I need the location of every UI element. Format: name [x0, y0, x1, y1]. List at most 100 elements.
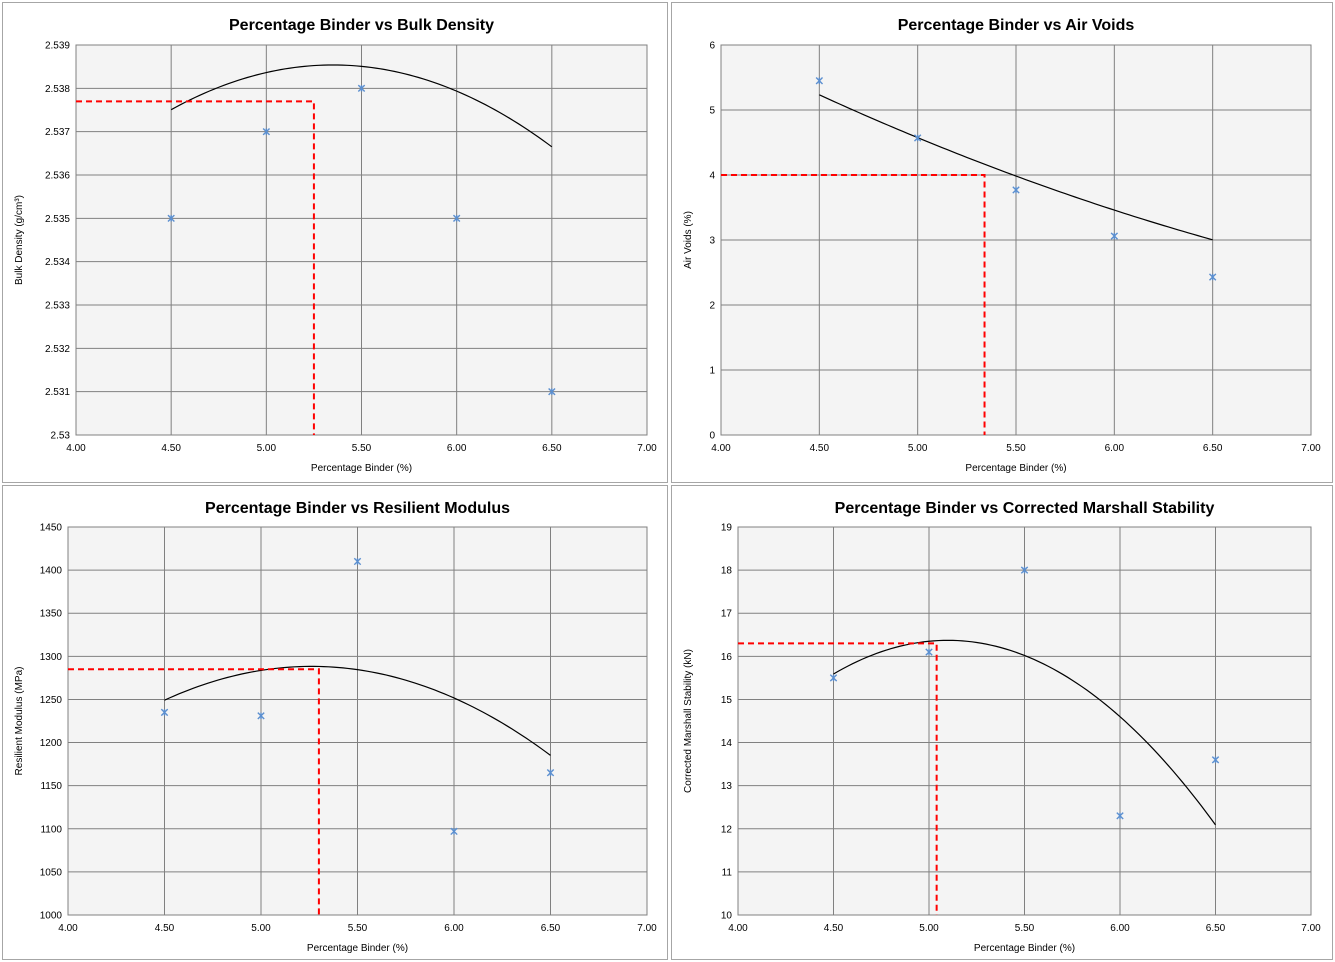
- chart-title: Percentage Binder vs Bulk Density: [229, 17, 494, 34]
- x-tick-label: 6.50: [1206, 923, 1226, 934]
- y-axis-label: Bulk Density (g/cm³): [14, 195, 25, 285]
- data-point: [1208, 273, 1217, 281]
- data-point: [167, 214, 175, 223]
- x-tick-label: 5.50: [352, 443, 372, 454]
- data-point: [546, 769, 555, 777]
- y-tick-label: 1200: [40, 738, 63, 749]
- y-tick-label: 2.53: [51, 431, 71, 442]
- chart-panel-1: 4.00 4.50 5.00 5.50 6.00 6.50 7.00 2.53 2.531 2.5…: [2, 2, 668, 483]
- x-tick-label: 7.00: [1301, 443, 1321, 454]
- y-tick-label: 1150: [40, 781, 62, 792]
- trendline: [819, 94, 1213, 241]
- x-tick-label: 7.00: [637, 923, 657, 934]
- chart-title: Percentage Binder vs Resilient Modulus: [205, 500, 510, 517]
- y-tick-label: 3: [709, 236, 715, 247]
- data-point: [1211, 756, 1220, 764]
- x-tick-label: 7.00: [637, 443, 657, 454]
- x-tick-label: 5.00: [908, 443, 928, 454]
- y-tick-label: 1: [709, 366, 715, 377]
- y-tick-label: 2.533: [45, 301, 70, 312]
- data-point: [829, 674, 838, 682]
- data-point: [1116, 812, 1124, 820]
- x-tick-label: 4.50: [810, 443, 830, 454]
- chart-panel-4: 4.00 4.50 5.00 5.50 6.00 6.50 7.00 10 11 12 13 14 15…: [671, 485, 1333, 960]
- x-tick-label: 5.00: [257, 443, 277, 454]
- y-tick-label: 17: [721, 609, 733, 620]
- data-point: [262, 127, 271, 136]
- x-tick-label: 5.00: [251, 923, 271, 934]
- data-point: [925, 648, 933, 656]
- x-tick-label: 6.50: [541, 923, 561, 934]
- data-point: [548, 387, 556, 396]
- chart-title: Percentage Binder vs Corrected Marshall …: [835, 500, 1215, 517]
- data-point: [1020, 566, 1029, 574]
- y-tick-label: 0: [709, 431, 715, 442]
- x-tick-label: 6.00: [447, 443, 467, 454]
- optimum-reference-line: [76, 100, 315, 435]
- data-point: [160, 708, 169, 717]
- x-tick-label: 6.50: [1203, 443, 1223, 454]
- y-tick-label: 2: [709, 301, 715, 312]
- y-tick-label: 2.536: [45, 171, 70, 182]
- data-point: [1110, 232, 1119, 240]
- y-tick-label: 4: [709, 171, 715, 182]
- x-tick-label: 6.00: [444, 923, 464, 934]
- y-axis-label: Corrected Marshall Stability (kN): [683, 649, 694, 793]
- y-tick-label: 2.538: [45, 84, 70, 95]
- optimum-reference-line: [721, 174, 986, 435]
- y-tick-label: 10: [721, 911, 733, 922]
- x-tick-label: 5.50: [1006, 443, 1026, 454]
- y-tick-label: 15: [721, 695, 733, 706]
- data-point: [452, 214, 461, 223]
- x-tick-label: 4.00: [728, 923, 748, 934]
- y-tick-label: 1400: [40, 566, 63, 577]
- data-point: [1012, 186, 1020, 194]
- x-tick-label: 4.50: [824, 923, 844, 934]
- x-tick-label: 5.50: [1015, 923, 1035, 934]
- y-tick-label: 14: [721, 738, 733, 749]
- y-tick-label: 16: [721, 652, 733, 663]
- y-tick-label: 1000: [40, 911, 63, 922]
- y-tick-label: 2.532: [45, 344, 70, 355]
- chart-panel-3: 4.00 4.50 5.00 5.50 6.00 6.50 7.00 1000 1050 1100…: [2, 485, 668, 960]
- y-tick-label: 11: [722, 867, 733, 878]
- optimum-reference-line: [68, 668, 320, 915]
- x-tick-label: 5.50: [348, 923, 368, 934]
- y-tick-label: 13: [721, 781, 733, 792]
- x-tick-label: 6.50: [542, 443, 562, 454]
- y-tick-label: 2.537: [45, 127, 70, 138]
- y-tick-label: 1450: [40, 523, 63, 534]
- y-tick-label: 1250: [40, 695, 63, 706]
- y-tick-label: 1100: [40, 824, 62, 835]
- y-tick-label: 19: [721, 523, 733, 534]
- x-axis-label: Percentage Binder (%): [311, 463, 412, 474]
- data-point: [353, 557, 362, 566]
- y-tick-label: 2.534: [45, 257, 70, 268]
- data-point: [357, 84, 366, 93]
- y-tick-label: 2.539: [45, 41, 70, 52]
- x-tick-label: 6.00: [1110, 923, 1130, 934]
- x-tick-label: 4.00: [58, 923, 78, 934]
- y-tick-label: 1050: [40, 867, 63, 878]
- data-point: [257, 712, 265, 720]
- x-tick-label: 4.00: [66, 443, 86, 454]
- x-tick-label: 7.00: [1301, 923, 1321, 934]
- x-tick-label: 4.00: [711, 443, 731, 454]
- y-axis-label: Air Voids (%): [683, 211, 694, 269]
- data-point: [815, 77, 824, 85]
- x-tick-label: 5.00: [919, 923, 939, 934]
- y-tick-label: 18: [721, 566, 733, 577]
- data-point: [450, 827, 458, 836]
- chart-panel-2: 4.00 4.50 5.00 5.50 6.00 6.50 7.00 0 1 2 3 4 5 6 Perce…: [671, 2, 1333, 483]
- trendline: [170, 64, 553, 148]
- chart-title: Percentage Binder vs Air Voids: [898, 17, 1135, 34]
- x-tick-label: 4.50: [155, 923, 175, 934]
- x-axis-label: Percentage Binder (%): [974, 943, 1075, 954]
- y-tick-label: 2.531: [45, 387, 70, 398]
- y-tick-label: 2.535: [45, 214, 70, 225]
- x-tick-label: 4.50: [161, 443, 181, 454]
- y-tick-label: 6: [709, 41, 715, 52]
- trendline: [164, 665, 551, 756]
- y-tick-label: 1350: [40, 609, 63, 620]
